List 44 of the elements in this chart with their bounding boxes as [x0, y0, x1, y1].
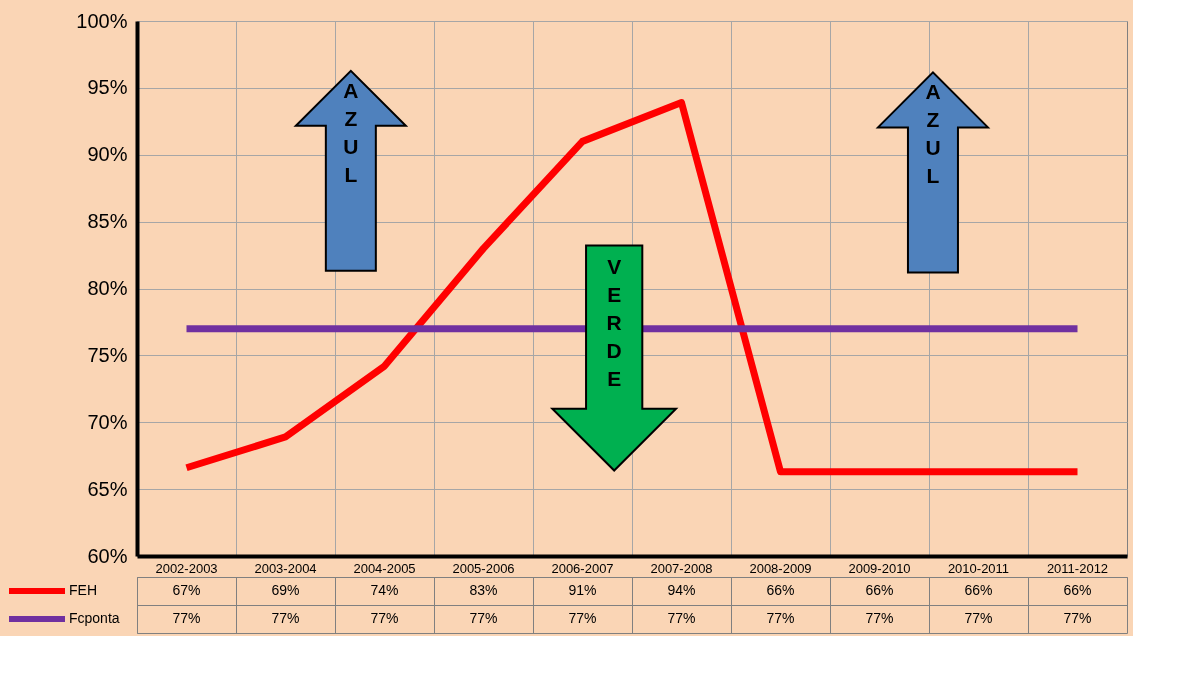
data-label: 83% — [469, 582, 498, 598]
data-label: 77% — [370, 610, 399, 626]
data-label: 77% — [469, 610, 498, 626]
y-tick-label: 100% — [76, 9, 128, 32]
y-tick-label: 90% — [87, 143, 128, 166]
x-tick-label: 2004-2005 — [353, 560, 416, 576]
data-label: 69% — [271, 582, 300, 598]
data-label: 77% — [865, 610, 894, 626]
x-tick-label: 2007-2008 — [650, 560, 713, 576]
y-tick-label: 70% — [87, 410, 128, 433]
y-tick-label: 60% — [87, 544, 128, 567]
annotation: AZUL — [925, 80, 941, 188]
annotation: AZUL — [343, 78, 359, 186]
y-tick-label: 65% — [87, 477, 128, 500]
legend-label: FEH — [69, 582, 97, 598]
y-tick-label: 95% — [87, 76, 128, 99]
y-tick-label: 85% — [87, 210, 128, 233]
y-tick-label: 75% — [87, 343, 128, 366]
data-label: 66% — [1063, 582, 1092, 598]
data-label: 66% — [865, 582, 894, 598]
data-label: 91% — [568, 582, 597, 598]
data-label: 94% — [667, 582, 696, 598]
x-tick-label: 2006-2007 — [551, 560, 614, 576]
data-label: 77% — [568, 610, 597, 626]
data-label: 74% — [370, 582, 399, 598]
x-tick-label: 2002-2003 — [155, 560, 218, 576]
y-tick-label: 80% — [87, 277, 128, 299]
data-label: 66% — [964, 582, 993, 598]
data-label: 77% — [172, 610, 201, 626]
data-label: 77% — [271, 610, 300, 626]
legend-label: Fcponta — [69, 610, 120, 626]
data-label: 66% — [766, 582, 795, 598]
data-label: 77% — [766, 610, 795, 626]
x-tick-label: 2003-2004 — [254, 560, 317, 576]
data-label: 77% — [964, 610, 993, 626]
x-tick-label: 2011-2012 — [1046, 560, 1109, 576]
x-tick-label: 2009-2010 — [848, 560, 911, 576]
x-tick-label: 2010-2011 — [947, 560, 1010, 576]
data-label: 67% — [172, 582, 201, 598]
annotation: VERDE — [606, 254, 622, 390]
data-label: 77% — [1063, 610, 1092, 626]
x-tick-label: 2008-2009 — [749, 560, 812, 576]
data-label: 77% — [667, 610, 696, 626]
x-tick-label: 2005-2006 — [452, 560, 515, 576]
